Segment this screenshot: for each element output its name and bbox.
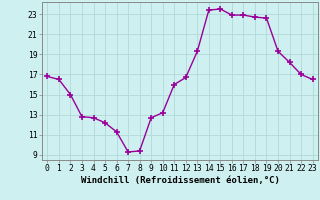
X-axis label: Windchill (Refroidissement éolien,°C): Windchill (Refroidissement éolien,°C) bbox=[81, 176, 279, 185]
